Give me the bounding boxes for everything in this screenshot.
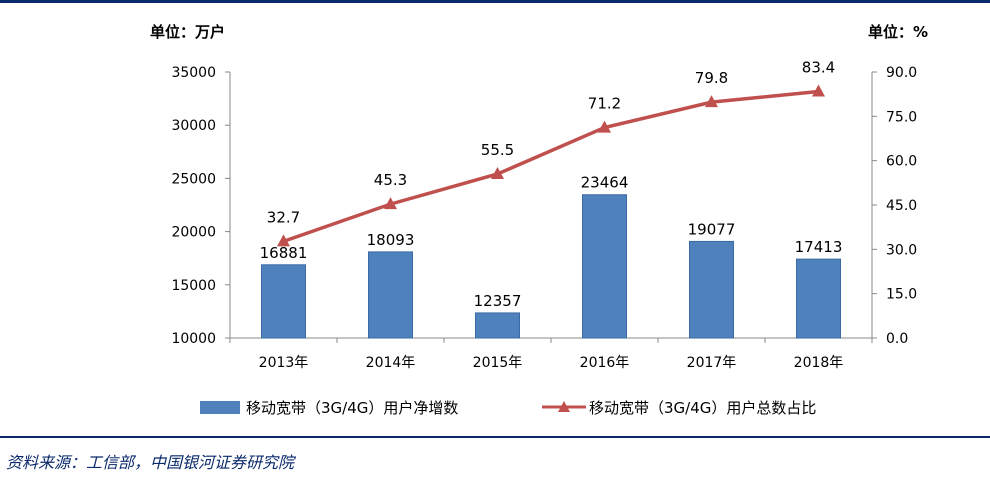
percentage-line xyxy=(282,89,819,244)
bar xyxy=(261,264,306,339)
x-tick-label: 2013年 xyxy=(259,355,309,371)
line-marker xyxy=(705,95,718,108)
left-tick-label: 30000 xyxy=(171,118,216,134)
legend-bar-swatch xyxy=(200,401,240,414)
right-tick-label: 60.0 xyxy=(886,154,917,170)
x-axis: 2013年 2014年 2015年 2016年 2017年 2018年 xyxy=(229,337,873,371)
bar-value-label: 19077 xyxy=(688,220,736,238)
bar xyxy=(475,312,520,339)
right-tick-label: 90.0 xyxy=(886,65,917,81)
combo-chart: 单位：万户 单位：% 10000 15000 20000 25000 30000 3500… xyxy=(150,23,928,417)
line-series xyxy=(277,84,825,247)
right-tick-label: 45.0 xyxy=(886,198,917,214)
bar-value-label: 12357 xyxy=(474,292,522,310)
line-marker xyxy=(277,234,290,247)
bar-value-label: 18093 xyxy=(367,231,415,249)
x-tick-label: 2018年 xyxy=(794,355,844,371)
x-tick-label: 2016年 xyxy=(580,355,630,371)
left-tick-label: 10000 xyxy=(171,331,216,347)
right-tick-label: 75.0 xyxy=(886,109,917,125)
line-value-label: 45.3 xyxy=(374,171,407,189)
bar-value-label: 23464 xyxy=(581,174,629,192)
line-marker xyxy=(598,120,611,133)
left-axis: 10000 15000 20000 25000 30000 35000 xyxy=(171,65,231,347)
left-unit-label: 单位：万户 xyxy=(150,23,225,41)
left-tick-label: 15000 xyxy=(171,278,216,294)
right-axis: 0.0 15.0 30.0 45.0 60.0 75.0 90.0 xyxy=(871,65,917,347)
line-value-label: 71.2 xyxy=(588,95,621,113)
bar-series xyxy=(261,194,841,339)
legend-line-marker xyxy=(558,401,570,412)
legend: 移动宽带（3G/4G）用户净增数 移动宽带（3G/4G）用户总数占比 xyxy=(200,399,816,417)
right-tick-label: 0.0 xyxy=(886,331,908,347)
line-marker xyxy=(812,84,825,97)
line-value-label: 79.8 xyxy=(695,69,728,87)
left-tick-label: 25000 xyxy=(171,171,216,187)
right-unit-label: 单位：% xyxy=(868,23,928,41)
x-tick-label: 2014年 xyxy=(366,355,416,371)
line-data-labels: 32.7 45.3 55.5 71.2 79.8 83.4 xyxy=(267,59,835,227)
left-tick-label: 20000 xyxy=(171,225,216,241)
x-tick-label: 2017年 xyxy=(687,355,737,371)
x-tick-label: 2015年 xyxy=(473,355,523,371)
line-marker xyxy=(384,197,397,210)
source-note: 资料来源：工信部，中国银河证券研究院 xyxy=(6,453,295,472)
top-rule xyxy=(0,0,990,3)
legend-line-label: 移动宽带（3G/4G）用户总数占比 xyxy=(589,399,816,417)
bar xyxy=(689,240,734,339)
bar-value-label: 16881 xyxy=(260,244,308,262)
bar xyxy=(796,258,841,339)
bar xyxy=(582,194,627,339)
right-tick-label: 15.0 xyxy=(886,287,917,303)
bottom-rule xyxy=(0,436,990,438)
left-tick-label: 35000 xyxy=(171,65,216,81)
line-marker xyxy=(491,166,504,179)
line-value-label: 83.4 xyxy=(802,59,835,77)
bar-value-label: 17413 xyxy=(795,238,843,256)
right-tick-label: 30.0 xyxy=(886,242,917,258)
bar-data-labels: 16881 18093 12357 23464 19077 17413 xyxy=(260,174,843,310)
line-value-label: 32.7 xyxy=(267,208,300,226)
bar xyxy=(368,251,413,339)
legend-bar-label: 移动宽带（3G/4G）用户净增数 xyxy=(246,399,458,417)
line-value-label: 55.5 xyxy=(481,141,514,159)
